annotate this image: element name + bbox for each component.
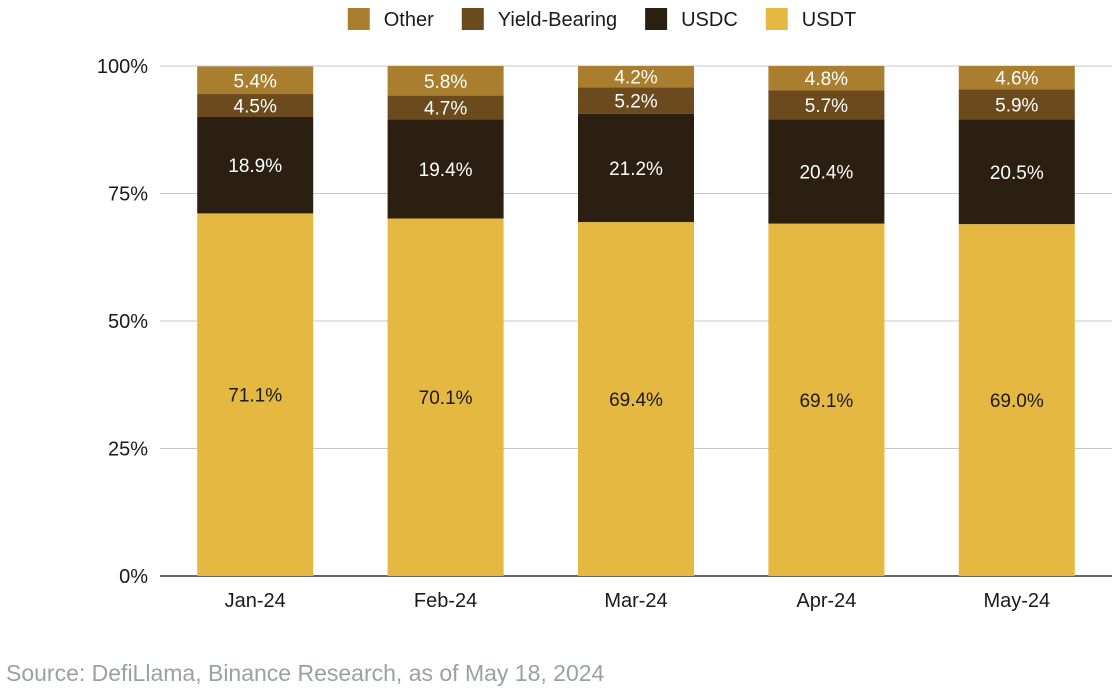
data-label: 20.5% [990,163,1044,184]
legend-label: Other [384,9,434,31]
data-label: 19.4% [419,160,473,181]
data-label: 69.0% [990,391,1044,412]
bar-segment [387,66,504,96]
bar-segment [578,113,694,223]
legend-swatch [461,8,484,30]
data-label: 4.7% [424,99,467,120]
bar-segment [768,90,885,120]
y-tick-label: 50% [108,311,148,333]
bar-segment [958,89,1075,120]
y-tick-label: 25% [108,439,148,461]
legend-item: Other [347,8,434,31]
legend-swatch [347,8,370,30]
data-label: 21.2% [609,159,663,180]
bar-stack: 69.1% 20.4% 5.7% 4.8% [768,66,885,576]
bar-segment [578,66,694,88]
source-note: Source: DefiLlama, Binance Research, as … [6,660,605,686]
y-tick-label: 75% [108,184,148,206]
data-label: 70.1% [419,388,473,409]
data-label: 5.9% [995,96,1038,117]
bar-segment [197,66,314,95]
y-axis-ticks: 0% 25% 50% 75% 100% [97,56,148,588]
bar-segment [958,66,1075,90]
bar-segment [958,119,1075,225]
bar-segment [387,95,504,120]
x-axis-labels: Jan-24 Feb-24 Mar-24 Apr-24 May-24 [225,590,1051,612]
x-tick-label: May-24 [983,590,1050,612]
bars: 71.1% 18.9% 4.5% 5.4% 70.1% 19.4% 4.7% 5.8% 69.4… [197,66,1075,577]
data-label: 4.5% [234,97,277,118]
legend-swatch [645,8,668,30]
x-tick-label: Apr-24 [796,590,856,612]
bar-segment [387,119,504,219]
legend-label: Yield-Bearing [498,9,617,31]
y-tick-label: 0% [119,566,148,588]
chart-legend: Other Yield-Bearing USDC USDT [347,8,856,31]
data-label: 4.6% [995,69,1038,90]
bar-segment [768,119,885,224]
x-tick-label: Jan-24 [225,590,286,612]
data-label: 5.8% [424,72,467,93]
bar-segment [387,218,504,577]
bar-segment [197,117,314,214]
x-tick-label: Mar-24 [604,590,667,612]
data-label: 20.4% [799,163,853,184]
legend-item: Yield-Bearing [461,8,617,31]
y-tick-label: 100% [97,56,148,78]
bar-stack: 70.1% 19.4% 4.7% 5.8% [387,66,504,577]
data-label: 4.2% [614,68,657,89]
bar-segment [578,87,694,114]
data-label: 4.8% [805,69,848,90]
data-label: 71.1% [228,386,282,407]
bar-segment [197,94,314,117]
data-label: 69.4% [609,390,663,411]
data-label: 18.9% [228,156,282,177]
bar-stack: 69.4% 21.2% 5.2% 4.2% [578,66,694,576]
data-label: 5.2% [614,92,657,113]
bar-segment [768,66,885,91]
legend-label: USDC [681,9,738,31]
bar-segment [578,222,694,576]
data-label: 69.1% [799,391,853,412]
bar-segment [958,224,1075,576]
legend-item: USDT [765,8,856,31]
bar-segment [197,213,314,576]
legend-item: USDC [645,8,738,31]
legend-swatch [765,8,788,30]
bar-stack: 71.1% 18.9% 4.5% 5.4% [197,66,314,576]
x-tick-label: Feb-24 [414,590,477,612]
legend-label: USDT [802,9,856,31]
bar-segment [768,223,885,576]
data-label: 5.7% [805,96,848,117]
bar-stack: 69.0% 20.5% 5.9% 4.6% [958,66,1075,576]
data-label: 5.4% [234,71,277,92]
